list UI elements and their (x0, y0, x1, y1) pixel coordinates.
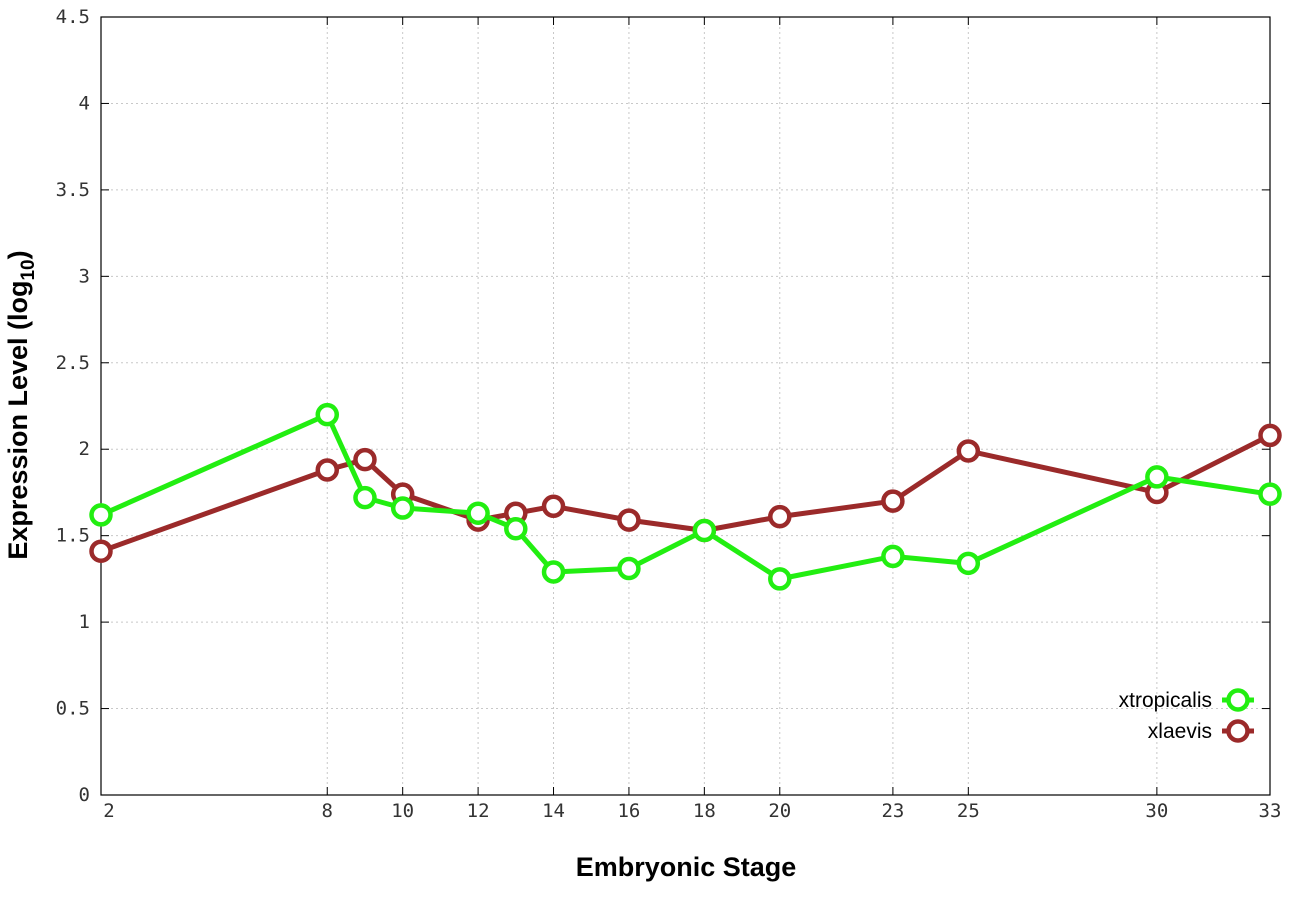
series-line-xlaevis (100, 433, 1272, 554)
data-point-xtropicalis (1258, 482, 1282, 506)
plot-frame (100, 16, 1271, 796)
y-tick-label: 4 (79, 92, 90, 114)
x-tick-label: 2 (103, 800, 114, 822)
legend-swatch-marker-xlaevis (1226, 719, 1250, 743)
x-tick-label: 14 (542, 800, 565, 822)
y-axis-title: Expression Level (log10) (3, 250, 39, 559)
y-tick-label: 4.5 (56, 6, 90, 28)
x-tick-label: 8 (322, 800, 333, 822)
data-point-xlaevis (353, 447, 377, 472)
data-point-xtropicalis (768, 567, 792, 591)
x-tick-label: 33 (1259, 800, 1282, 822)
x-tick-label: 23 (881, 800, 904, 822)
data-point-xtropicalis (1145, 465, 1169, 489)
x-tick-label: 12 (467, 800, 490, 822)
legend-label-xtropicalis: xtropicalis (1119, 689, 1212, 712)
data-point-xlaevis (1258, 423, 1282, 448)
x-tick-label: 25 (957, 800, 980, 822)
x-tick-label: 20 (768, 800, 791, 822)
y-axis-title-close: ) (3, 250, 33, 259)
data-point-xtropicalis (390, 496, 415, 520)
series-layer (89, 402, 1282, 591)
data-point-xlaevis (617, 508, 641, 532)
y-tick-label: 1 (79, 611, 90, 633)
x-tick-label: 18 (693, 800, 716, 822)
data-point-xlaevis (315, 458, 340, 482)
data-point-xlaevis (541, 494, 566, 519)
series-line-xtropicalis (99, 412, 1271, 582)
x-tick-label: 16 (617, 800, 640, 822)
x-axis-title: Embryonic Stage (576, 852, 797, 882)
y-tick-label: 1.5 (56, 525, 90, 547)
data-point-xtropicalis (466, 501, 490, 525)
y-axis-title-main: Expression Level (log (3, 281, 33, 560)
data-point-xtropicalis (956, 551, 981, 576)
data-point-xtropicalis (541, 560, 566, 584)
data-point-xtropicalis (504, 517, 528, 541)
x-tick-label: 10 (391, 800, 414, 822)
data-point-xlaevis (956, 439, 981, 463)
legend-label-xlaevis: xlaevis (1148, 720, 1212, 743)
y-tick-label: 2.5 (56, 352, 90, 374)
y-tick-label: 3.5 (56, 179, 90, 201)
data-point-xtropicalis (881, 544, 905, 569)
y-tick-label: 3 (79, 265, 90, 287)
legend-swatch-marker-xtropicalis (1226, 688, 1250, 712)
data-point-xlaevis (881, 489, 905, 513)
data-point-xlaevis (768, 504, 792, 529)
legend: xtropicalis xlaevis (1119, 688, 1254, 743)
data-point-xtropicalis (315, 402, 340, 427)
y-tick-label: 0.5 (56, 698, 90, 720)
grid (101, 17, 1270, 795)
x-tick-label: 30 (1145, 800, 1168, 822)
data-point-xtropicalis (692, 518, 717, 543)
data-point-xlaevis (89, 539, 113, 563)
y-tick-label: 2 (79, 438, 90, 460)
axis-ticks: 2 8 10 12 14 16 18 20 23 25 30 33 0 0.5 1 1.5 2 2.5 3 3.5 4 4… (56, 6, 1282, 822)
data-point-xtropicalis (89, 503, 113, 527)
data-point-xtropicalis (353, 485, 377, 510)
data-point-xtropicalis (617, 556, 641, 581)
y-axis-title-subscript: 10 (18, 259, 39, 280)
y-tick-label: 0 (79, 784, 90, 806)
